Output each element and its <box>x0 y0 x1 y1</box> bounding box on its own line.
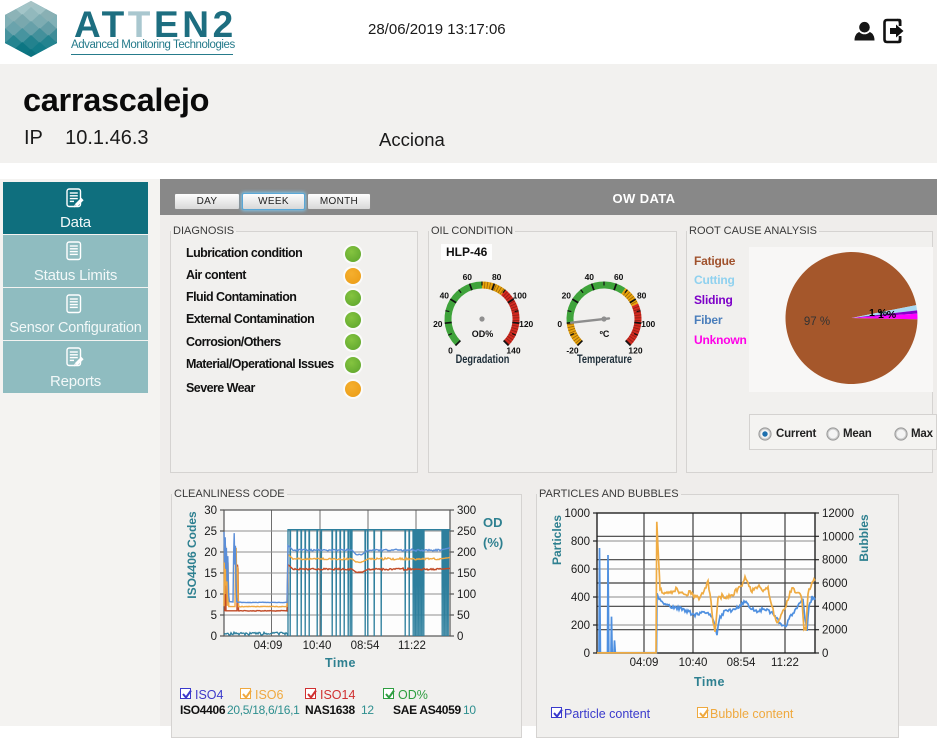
svg-text:20: 20 <box>433 319 443 329</box>
svg-text:120: 120 <box>519 319 533 329</box>
svg-text:10:40: 10:40 <box>303 640 332 652</box>
svg-text:250: 250 <box>457 526 476 538</box>
svg-text:150: 150 <box>457 568 476 580</box>
svg-text:40: 40 <box>440 290 450 300</box>
svg-text:0: 0 <box>822 648 828 660</box>
svg-text:Particles: Particles <box>550 515 564 565</box>
svg-text:0: 0 <box>457 631 463 643</box>
svg-text:ISO4406 Codes: ISO4406 Codes <box>185 511 199 599</box>
svg-text:08:54: 08:54 <box>351 640 380 652</box>
svg-text:20: 20 <box>204 547 217 559</box>
svg-text:04:09: 04:09 <box>254 640 283 652</box>
svg-text:30: 30 <box>204 505 217 517</box>
svg-text:10000: 10000 <box>822 531 854 543</box>
svg-text:04:09: 04:09 <box>630 657 659 669</box>
svg-text:40: 40 <box>585 272 595 282</box>
svg-text:0: 0 <box>584 648 590 660</box>
svg-text:100: 100 <box>513 290 527 300</box>
svg-text:12000: 12000 <box>822 508 854 520</box>
svg-text:50: 50 <box>457 610 470 622</box>
svg-text:0: 0 <box>557 319 562 329</box>
svg-text:8000: 8000 <box>822 555 848 567</box>
svg-text:20: 20 <box>562 290 572 300</box>
svg-text:100: 100 <box>457 589 476 601</box>
svg-text:25: 25 <box>204 526 217 538</box>
svg-text:80: 80 <box>492 272 502 282</box>
svg-text:10:40: 10:40 <box>679 657 708 669</box>
svg-text:Bubbles: Bubbles <box>857 514 871 562</box>
svg-text:200: 200 <box>457 547 476 559</box>
svg-text:80: 80 <box>637 290 647 300</box>
svg-text:11:22: 11:22 <box>771 657 799 669</box>
svg-text:11:22: 11:22 <box>398 640 426 652</box>
svg-text:2000: 2000 <box>822 625 848 637</box>
svg-text:08:54: 08:54 <box>727 657 756 669</box>
svg-text:97 %: 97 % <box>804 316 830 328</box>
svg-text:60: 60 <box>614 272 624 282</box>
svg-text:5: 5 <box>211 610 217 622</box>
svg-text:100: 100 <box>641 319 655 329</box>
svg-text:0: 0 <box>211 631 217 643</box>
svg-text:1 %: 1 % <box>878 309 897 321</box>
svg-text:60: 60 <box>463 272 473 282</box>
svg-text:4000: 4000 <box>822 601 848 613</box>
svg-text:800: 800 <box>571 536 590 548</box>
svg-text:15: 15 <box>204 568 217 580</box>
svg-text:400: 400 <box>571 592 590 604</box>
svg-text:300: 300 <box>457 505 476 517</box>
svg-text:200: 200 <box>571 620 590 632</box>
svg-text:6000: 6000 <box>822 578 848 590</box>
svg-text:10: 10 <box>204 589 217 601</box>
svg-text:600: 600 <box>571 564 590 576</box>
